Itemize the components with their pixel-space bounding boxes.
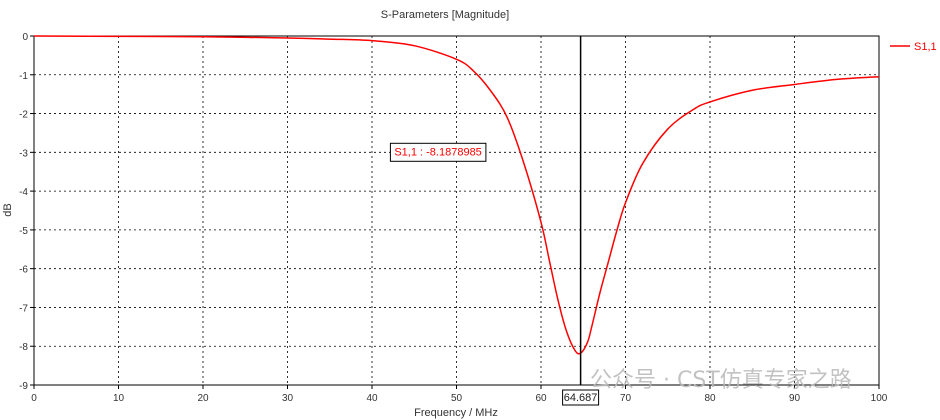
series-line-s11 [33,35,880,355]
marker-x-value: 64.687 [564,392,598,404]
marker-x-box [562,389,600,406]
grid-lines [34,36,879,385]
y-axis-ticks: 0 -1 -2 -3 -4 -5 -6 -7 -8 -9 [19,32,34,392]
y-tick-label-0: 0 [22,32,28,43]
x-tick-label-1: 10 [113,393,125,404]
x-tick-label-5: 50 [451,393,463,404]
x-tick-label-4: 40 [366,393,378,404]
x-axis-label: Frequency / MHz [414,407,498,419]
x-tick-label-0: 0 [31,393,37,404]
x-tick-label-8: 80 [704,393,716,404]
legend-label-s11: S1,1 [914,41,937,53]
x-axis-ticks: 0 10 20 30 40 50 60 70 80 90 100 [31,385,888,404]
x-tick-label-2: 20 [197,393,209,404]
marker-layer[interactable]: 64.687 S1,1 : -8.1878985 [389,36,600,406]
watermark: 公众号 · CST仿真专家之路 [590,368,852,393]
y-tick-label-6: -6 [19,265,28,276]
marker-annotation-text: S1,1 : -8.1878985 [394,146,481,158]
x-tick-label-3: 30 [282,393,294,404]
marker-annotation-box [389,142,487,162]
y-tick-label-9: -9 [19,381,28,392]
x-tick-label-9: 90 [789,393,801,404]
y-tick-label-3: -3 [19,148,28,159]
x-tick-label-6: 60 [535,393,547,404]
y-tick-label-5: -5 [19,226,28,237]
chart-title: S-Parameters [Magnitude] [381,9,509,21]
x-tick-label-10: 100 [871,393,888,404]
y-tick-label-2: -2 [19,110,28,121]
y-tick-label-4: -4 [19,187,28,198]
y-axis-label: dB [2,203,14,216]
series-layer [33,35,880,355]
legend[interactable]: S1,1 [890,41,937,53]
x-tick-label-7: 70 [620,393,632,404]
y-tick-label-7: -7 [19,303,28,314]
y-tick-label-8: -8 [19,342,28,353]
y-tick-label-1: -1 [19,71,28,82]
